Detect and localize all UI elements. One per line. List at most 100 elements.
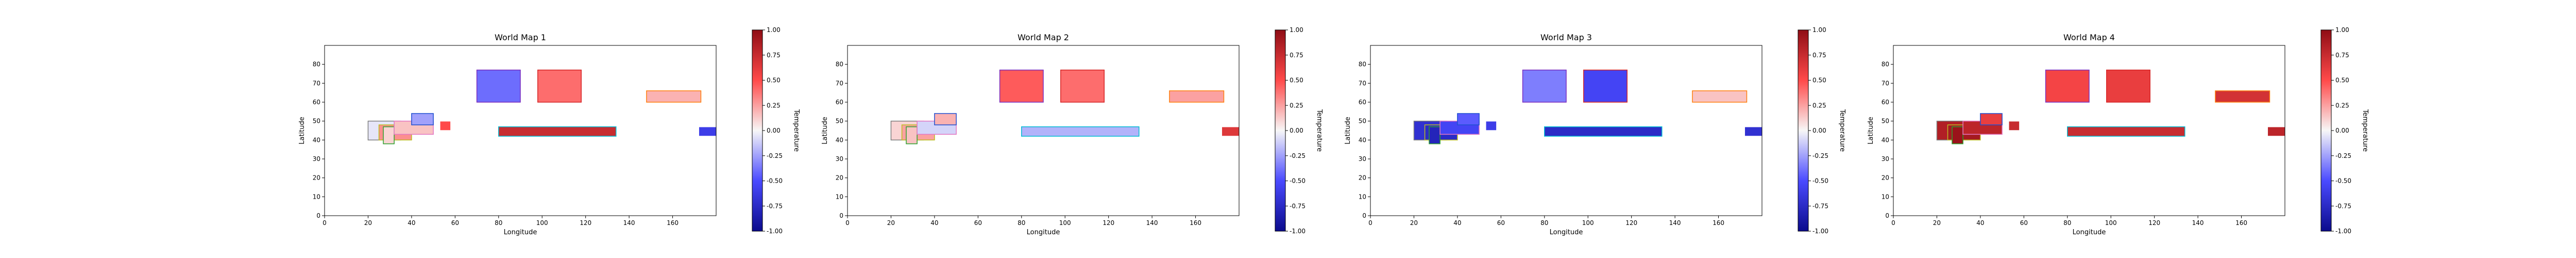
x-tick-label: 160 — [2235, 219, 2247, 227]
x-tick-label: 60 — [2020, 219, 2028, 227]
heat-region-9 — [498, 126, 617, 137]
x-tick-label: 60 — [974, 219, 982, 227]
colorbar-tick-label: 0.00 — [2335, 127, 2349, 134]
colorbar-tick-label: -0.25 — [2335, 152, 2351, 159]
colorbar-tick-label: 0.25 — [1290, 102, 1303, 109]
heat-region-3 — [906, 126, 918, 144]
colorbar-tick-label: 1.00 — [767, 26, 781, 34]
colorbar-tick-label: 1.00 — [1290, 26, 1303, 34]
colorbar-label: Temperature — [2361, 109, 2369, 152]
heat-region-10 — [2215, 90, 2270, 103]
y-tick-label: 20 — [836, 174, 843, 182]
x-tick-label: 20 — [1933, 219, 1941, 227]
plot-frame — [1893, 45, 2285, 216]
y-tick-label: 0 — [1885, 212, 1889, 219]
heat-region-9 — [1544, 126, 1663, 137]
x-tick-label: 100 — [1582, 219, 1594, 227]
x-tick-label: 80 — [2063, 219, 2071, 227]
heat-region-9 — [2067, 126, 2185, 137]
heat-region-5 — [411, 113, 434, 125]
heat-region-11 — [2267, 126, 2285, 137]
x-tick-label: 0 — [1891, 219, 1895, 227]
heat-region-10 — [646, 90, 702, 103]
x-tick-label: 0 — [845, 219, 850, 227]
colorbar-tick-label: 0.25 — [2335, 102, 2349, 109]
x-tick-label: 40 — [930, 219, 938, 227]
chart-title: World Map 4 — [2063, 33, 2115, 42]
y-axis-label: Latitude — [1867, 117, 1875, 144]
colorbar-tick-label: 0.50 — [2335, 77, 2349, 84]
colorbar-tick-label: -0.50 — [1812, 178, 1828, 185]
colorbar-tick-label: -0.50 — [2335, 178, 2351, 185]
colorbar-tick-label: 1.00 — [1812, 26, 1826, 34]
y-tick-label: 80 — [1882, 61, 1889, 68]
colorbar-tick-label: 0.75 — [1290, 52, 1303, 59]
colorbar-tick-label: -1.00 — [767, 228, 783, 235]
colorbar-tick-label: 0.00 — [767, 127, 781, 134]
heat-region-10 — [1692, 90, 1748, 103]
y-tick-label: 10 — [836, 193, 843, 200]
map-panel-2: 0 20 40 60 80 100 120 140 160 0 10 20 30 40 50 60 70 80 Wo… — [821, 26, 1323, 236]
chart-title: World Map 1 — [495, 33, 546, 42]
map-panel-1: 0 20 40 60 80 100 120 140 160 0 10 20 30 40 50 60 70 80 Wo… — [298, 26, 800, 236]
y-tick-label: 10 — [1882, 193, 1889, 200]
colorbar-tick-label: 0.50 — [767, 77, 781, 84]
heat-region-3 — [383, 126, 395, 144]
colorbar-tick-label: 0.75 — [767, 52, 781, 59]
x-tick-label: 40 — [1453, 219, 1461, 227]
heat-region-3 — [1952, 126, 1963, 144]
y-tick-label: 80 — [836, 61, 843, 68]
x-tick-label: 20 — [1410, 219, 1418, 227]
x-tick-label: 80 — [1540, 219, 1548, 227]
colorbar-tick-label: -0.25 — [767, 152, 783, 159]
colorbar — [1798, 29, 1809, 232]
heat-region-8 — [2106, 69, 2150, 103]
colorbar-tick-label: -1.00 — [2335, 228, 2351, 235]
chart-title: World Map 3 — [1540, 33, 1592, 42]
colorbar-tick-label: -0.50 — [767, 178, 783, 185]
x-tick-label: 0 — [323, 219, 327, 227]
chart-title: World Map 2 — [1018, 33, 1069, 42]
plot-frame — [324, 45, 717, 216]
y-tick-label: 70 — [1882, 79, 1889, 87]
heat-region-10 — [1221, 126, 1239, 137]
x-axis-label: Longitude — [2073, 229, 2106, 236]
map-panel-4: 0 20 40 60 80 100 120 140 160 0 10 20 30 40 50 60 70 80 Wo… — [1867, 26, 2369, 236]
colorbar-tick-label: 0.00 — [1812, 127, 1826, 134]
region-layer — [367, 69, 716, 144]
y-tick-label: 0 — [316, 212, 320, 219]
colorbar-tick-label: -0.75 — [1812, 202, 1828, 209]
y-axis-label: Latitude — [821, 117, 829, 144]
y-tick-label: 50 — [836, 118, 843, 125]
y-tick-label: 10 — [313, 193, 320, 200]
colorbar-tick-label: 0.50 — [1812, 77, 1826, 84]
colorbar — [752, 29, 763, 232]
heat-region-8 — [537, 69, 582, 103]
y-tick-label: 30 — [1359, 155, 1366, 163]
x-tick-label: 140 — [623, 219, 635, 227]
y-tick-label: 20 — [1359, 174, 1366, 182]
x-tick-label: 140 — [2192, 219, 2204, 227]
colorbar-label: Temperature — [1838, 109, 1846, 152]
heat-region-6 — [2008, 120, 2020, 131]
heat-region-8 — [1021, 126, 1140, 137]
y-tick-label: 80 — [1359, 61, 1366, 68]
x-tick-label: 100 — [536, 219, 548, 227]
x-tick-label: 60 — [451, 219, 459, 227]
x-axis-label: Longitude — [1027, 229, 1060, 236]
y-tick-label: 10 — [1359, 193, 1366, 200]
y-tick-label: 20 — [313, 174, 320, 182]
y-axis-label: Latitude — [298, 117, 306, 144]
y-tick-label: 60 — [313, 99, 320, 106]
y-tick-label: 60 — [1882, 99, 1889, 106]
y-tick-label: 30 — [1882, 155, 1889, 163]
map-panel-3: 0 20 40 60 80 100 120 140 160 0 10 20 30 40 50 60 70 80 Wo… — [1344, 26, 1846, 236]
y-tick-label: 50 — [1359, 118, 1366, 125]
y-axis-label: Latitude — [1344, 117, 1352, 144]
x-tick-label: 100 — [1059, 219, 1071, 227]
colorbar-tick-label: -0.75 — [1290, 202, 1306, 209]
y-tick-label: 0 — [839, 212, 843, 219]
y-tick-label: 30 — [313, 155, 320, 163]
colorbar-label: Temperature — [1315, 109, 1323, 152]
y-tick-label: 50 — [1882, 118, 1889, 125]
